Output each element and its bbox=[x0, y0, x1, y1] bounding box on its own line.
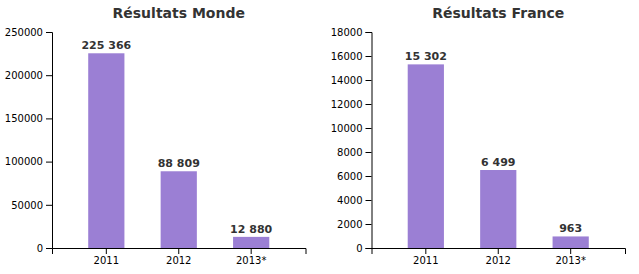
tick-label: 16000 bbox=[331, 51, 363, 62]
tick-label: 2013* bbox=[236, 255, 266, 266]
tick: 2013* bbox=[236, 248, 266, 266]
tick-label: 0 bbox=[356, 243, 362, 254]
tick: 250000 bbox=[5, 27, 52, 38]
tick: 2012 bbox=[166, 248, 191, 266]
tick-mark bbox=[46, 75, 52, 76]
axis-line bbox=[46, 33, 53, 249]
tick: 0 bbox=[356, 243, 371, 254]
data-label: 225 366 bbox=[81, 39, 131, 52]
tick-mark bbox=[366, 200, 372, 201]
panel: 0 2000 4000 6000 8000 10000 12000 14000 16000 180… bbox=[331, 27, 626, 266]
tick-mark bbox=[366, 104, 372, 105]
tick-label: 2011 bbox=[413, 255, 438, 266]
data-label: 88 809 bbox=[158, 157, 200, 170]
tick-mark bbox=[366, 224, 372, 225]
tick: 2011 bbox=[94, 248, 119, 266]
axis-line bbox=[53, 249, 307, 255]
bar bbox=[161, 171, 197, 248]
tick-mark bbox=[366, 80, 372, 81]
tick: 14000 bbox=[331, 75, 372, 86]
tick-mark bbox=[251, 248, 252, 254]
bars bbox=[88, 53, 269, 248]
tick-mark bbox=[366, 128, 372, 129]
tick-label: 2011 bbox=[94, 255, 119, 266]
tick-label: 2012 bbox=[486, 255, 511, 266]
data-label: 12 880 bbox=[230, 223, 272, 236]
bar bbox=[553, 236, 589, 248]
tick: 2012 bbox=[486, 248, 511, 266]
tick-label: 2000 bbox=[337, 219, 362, 230]
tick: 4000 bbox=[337, 195, 371, 206]
data-labels: 15 302 6 499 963 bbox=[405, 50, 582, 235]
tick: 0 bbox=[37, 243, 52, 254]
tick-mark bbox=[570, 248, 571, 254]
panel: 0500001000001500002000002500002011201220… bbox=[5, 27, 306, 266]
tick-mark bbox=[178, 248, 179, 254]
data-label: 6 499 bbox=[481, 156, 515, 169]
tick-label: 12000 bbox=[331, 99, 363, 110]
tick: 150000 bbox=[5, 113, 52, 124]
tick: 2011 bbox=[413, 248, 438, 266]
bar bbox=[480, 170, 516, 248]
axis-line bbox=[366, 33, 373, 249]
bar bbox=[408, 64, 444, 248]
figure: 0500001000001500002000002500002011201220… bbox=[0, 0, 639, 274]
tick-label: 10000 bbox=[331, 123, 363, 134]
tick-mark bbox=[106, 248, 107, 254]
tick-label: 14000 bbox=[331, 75, 363, 86]
tick-mark bbox=[46, 248, 52, 249]
tick: 2000 bbox=[337, 219, 371, 230]
tick-mark bbox=[366, 56, 372, 57]
data-label: 963 bbox=[559, 222, 582, 235]
tick: 18000 bbox=[331, 27, 372, 38]
tick: 50000 bbox=[11, 200, 52, 211]
tick-mark bbox=[366, 176, 372, 177]
tick-label: 50000 bbox=[11, 200, 43, 211]
tick-mark bbox=[498, 248, 499, 254]
tick-label: 0 bbox=[37, 243, 43, 254]
data-labels: 225 366 88 809 12 880 bbox=[81, 39, 272, 236]
tick-mark bbox=[46, 162, 52, 163]
tick-mark bbox=[46, 32, 52, 33]
tick-mark bbox=[366, 248, 372, 249]
tick-label: 200000 bbox=[5, 70, 43, 81]
tick: 12000 bbox=[331, 99, 372, 110]
tick-label: 2012 bbox=[166, 255, 191, 266]
tick: 2013* bbox=[555, 248, 585, 266]
tick-mark bbox=[366, 32, 372, 33]
tick: 200000 bbox=[5, 70, 52, 81]
title: Résultats Monde bbox=[113, 5, 245, 21]
tick-mark bbox=[425, 248, 426, 254]
title: Résultats France bbox=[432, 5, 564, 21]
bars bbox=[408, 64, 589, 248]
tick-label: 100000 bbox=[5, 156, 43, 167]
tick: 6000 bbox=[337, 171, 371, 182]
tick-label: 150000 bbox=[5, 113, 43, 124]
tick: 16000 bbox=[331, 51, 372, 62]
tick-mark bbox=[46, 205, 52, 206]
x-axis: 2011 2012 2013* bbox=[372, 248, 626, 266]
tick-label: 250000 bbox=[5, 27, 43, 38]
tick-label: 18000 bbox=[331, 27, 363, 38]
tick-label: 4000 bbox=[337, 195, 362, 206]
tick-label: 2013* bbox=[555, 255, 585, 266]
bar bbox=[88, 53, 124, 248]
data-label: 15 302 bbox=[405, 50, 447, 63]
y-axis: 0 50000 100000 150000 200000 250000 bbox=[5, 27, 53, 254]
bar bbox=[233, 237, 269, 248]
tick: 10000 bbox=[331, 123, 372, 134]
y-axis: 0 2000 4000 6000 8000 10000 12000 14000 16000 180… bbox=[331, 27, 372, 254]
axis-line bbox=[372, 249, 626, 255]
tick-label: 8000 bbox=[337, 147, 362, 158]
x-axis: 2011 2012 2013* bbox=[53, 248, 307, 266]
tick-mark bbox=[366, 152, 372, 153]
tick-mark bbox=[46, 118, 52, 119]
tick-label: 6000 bbox=[337, 171, 362, 182]
tick: 100000 bbox=[5, 156, 52, 167]
tick: 8000 bbox=[337, 147, 371, 158]
